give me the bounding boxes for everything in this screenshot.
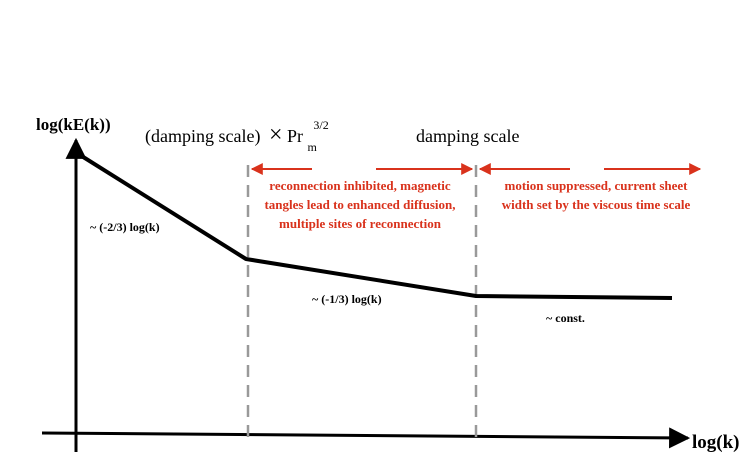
region-right-line-1: motion suppressed, current sheet <box>505 178 689 193</box>
slope-label-third: ~ const. <box>546 311 585 325</box>
slope-label-first: ~ (-2/3) log(k) <box>90 220 160 234</box>
x-axis <box>41 427 691 449</box>
region-right-line-2: width set by the viscous time scale <box>502 197 691 212</box>
scale-marker-left: (damping scale) × Pr m 3/2 <box>145 118 329 155</box>
spectrum-curve <box>78 153 673 300</box>
region-middle-line-1: reconnection inhibited, magnetic <box>269 178 451 193</box>
x-axis-label: log(k) <box>692 432 740 453</box>
region-middle-line-2: tangles lead to enhanced diffusion, <box>264 197 455 212</box>
region-middle-line-3: multiple sites of reconnection <box>279 216 442 231</box>
scale-marker-right: damping scale <box>416 126 519 146</box>
y-axis-label: log(kE(k)) <box>36 115 111 134</box>
slope-label-second: ~ (-1/3) log(k) <box>312 292 382 306</box>
